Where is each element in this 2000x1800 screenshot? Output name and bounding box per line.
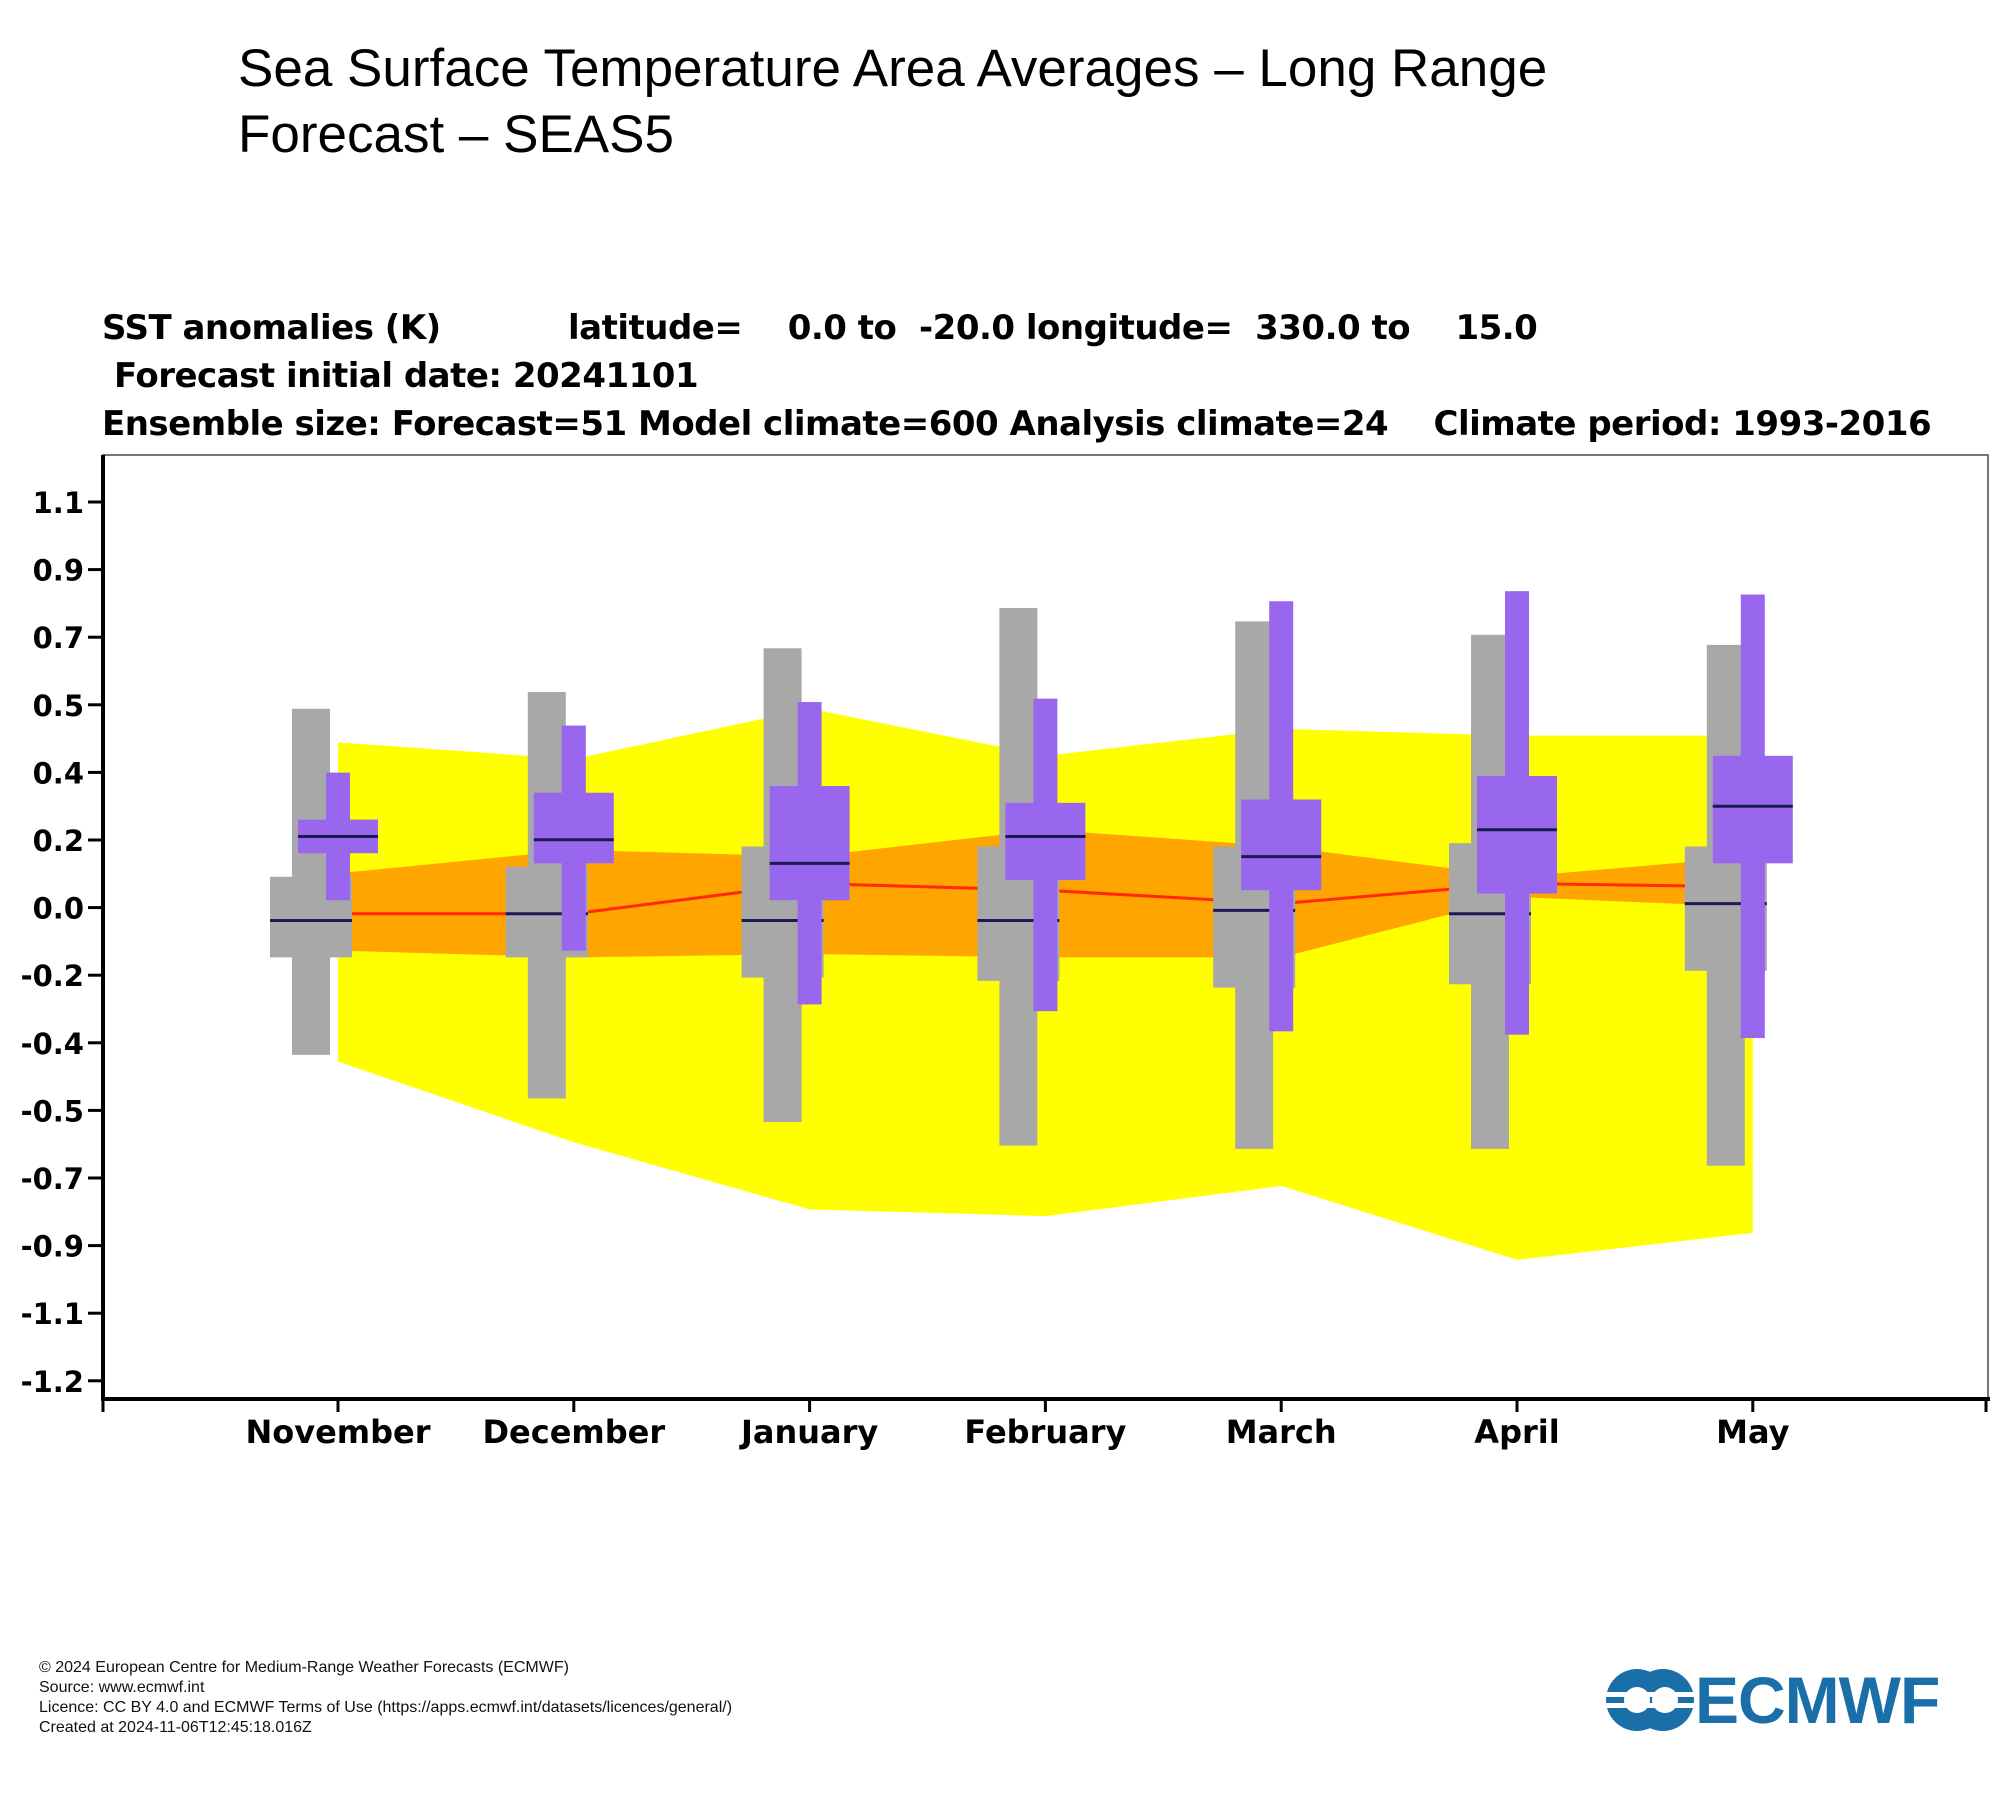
chart-title: Sea Surface Temperature Area Averages – … <box>238 39 1548 164</box>
y-tick-label: -0.5 <box>21 1094 84 1128</box>
footer-licence: Licence: CC BY 4.0 and ECMWF Terms of Us… <box>39 1699 733 1716</box>
footer: © 2024 European Centre for Medium-Range … <box>39 1658 732 1738</box>
y-tick-label: -0.7 <box>21 1162 84 1196</box>
header-ensemble-size: Ensemble size: Forecast=51 Model climate… <box>102 404 1932 444</box>
header-initial-date: Forecast initial date: 20241101 <box>114 356 699 396</box>
footer-source: Source: www.ecmwf.int <box>39 1679 205 1696</box>
x-tick-label: December <box>482 1413 665 1451</box>
y-tick-label: 0.4 <box>33 756 84 790</box>
y-tick-label: 0.7 <box>33 621 84 655</box>
x-tick-label: February <box>964 1413 1126 1451</box>
x-tick-label: January <box>739 1413 878 1451</box>
y-tick-label: -0.2 <box>21 959 84 993</box>
y-axis: 1.1 0.9 0.7 0.5 0.4 0.2 0.0 -0.2 -0.4 -0.5 -0.7 -0.… <box>21 486 103 1399</box>
y-tick-label: 0.5 <box>33 689 84 723</box>
ecmwf-logo-icon <box>1605 1669 1695 1731</box>
y-tick-label: -0.9 <box>21 1230 84 1264</box>
forecast-box <box>1477 775 1557 894</box>
y-tick-label: 0.2 <box>33 824 84 858</box>
forecast-box <box>533 792 614 864</box>
x-tick-label: November <box>245 1413 430 1451</box>
y-tick-label: 1.1 <box>33 486 84 520</box>
forecast-box <box>1712 755 1793 864</box>
ecmwf-logo-text: ECMWF <box>1695 1663 1940 1737</box>
x-axis: November December January February March Apri… <box>101 1399 1988 1451</box>
y-tick-label: -0.4 <box>21 1027 84 1061</box>
y-tick-label: 0.0 <box>33 892 84 926</box>
y-tick-label: -1.1 <box>21 1297 84 1331</box>
x-tick-label: April <box>1474 1413 1559 1451</box>
forecast-box <box>769 786 850 901</box>
header-variable: SST anomalies (K) <box>102 308 441 348</box>
forecast-box <box>1005 802 1086 881</box>
x-tick-label: March <box>1226 1413 1337 1451</box>
box-plots <box>270 591 1793 1166</box>
forecast-box <box>1241 799 1322 891</box>
chart-plot: 1.1 0.9 0.7 0.5 0.4 0.2 0.0 -0.2 -0.4 -0.5 -0.7 -0.… <box>21 454 1990 1451</box>
footer-created: Created at 2024-11-06T12:45:18.016Z <box>39 1719 312 1736</box>
y-tick-label: 0.9 <box>33 554 84 588</box>
x-tick-label: May <box>1716 1413 1789 1451</box>
footer-copyright: © 2024 European Centre for Medium-Range … <box>39 1659 569 1676</box>
header-region: latitude= 0.0 to -20.0 longitude= 330.0 … <box>568 308 1538 348</box>
y-tick-label: -1.2 <box>21 1365 84 1399</box>
ecmwf-logo: ECMWF <box>1605 1663 1975 1737</box>
